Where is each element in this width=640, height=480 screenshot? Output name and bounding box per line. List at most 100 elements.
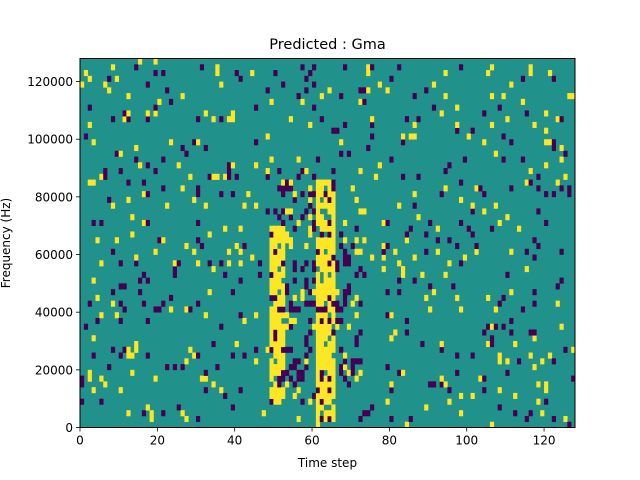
heatmap-cell-high bbox=[277, 283, 282, 290]
heatmap-cell-low bbox=[358, 415, 363, 423]
heatmap-cell-high bbox=[470, 392, 475, 399]
heatmap-cell-high bbox=[211, 116, 216, 123]
x-tick-label: 60 bbox=[304, 434, 319, 448]
heatmap-cell-high bbox=[277, 300, 282, 307]
heatmap-cell-high bbox=[277, 294, 282, 301]
heatmap-cell-high bbox=[199, 375, 205, 382]
heatmap-cell-high bbox=[381, 243, 386, 250]
heatmap-cell-high bbox=[528, 70, 533, 77]
heatmap-cell-low bbox=[203, 387, 208, 394]
heatmap-cell-low bbox=[288, 300, 293, 307]
heatmap-cell-low bbox=[304, 364, 309, 371]
heatmap-cell-high bbox=[277, 271, 282, 278]
heatmap-cell-low bbox=[339, 231, 344, 238]
heatmap-cell-low bbox=[509, 139, 514, 146]
heatmap-cell-high bbox=[319, 179, 324, 186]
heatmap-cell-high bbox=[308, 398, 313, 405]
heatmap-cell-low bbox=[312, 173, 317, 180]
heatmap-cell-high bbox=[211, 381, 216, 388]
heatmap-cell-low bbox=[238, 387, 243, 394]
heatmap-cell-high bbox=[319, 323, 324, 330]
heatmap-cell-high bbox=[439, 110, 444, 117]
heatmap-cell-low bbox=[277, 168, 282, 175]
heatmap-cell-high bbox=[331, 317, 336, 325]
heatmap-cell-high bbox=[277, 248, 282, 255]
heatmap-cell-low bbox=[196, 237, 201, 244]
heatmap-cell-high bbox=[331, 387, 336, 394]
heatmap-cell-high bbox=[114, 312, 119, 319]
heatmap-cell-low bbox=[269, 398, 274, 405]
heatmap-cell-low bbox=[323, 306, 328, 313]
heatmap-cell-low bbox=[269, 231, 274, 238]
heatmap-cell-high bbox=[547, 352, 553, 359]
heatmap-cell-low bbox=[196, 300, 201, 307]
heatmap-cell-low bbox=[455, 352, 460, 359]
heatmap-cell-low bbox=[230, 191, 235, 198]
heatmap-cell-low bbox=[161, 156, 166, 163]
heatmap-cell-low bbox=[118, 283, 123, 290]
heatmap-cell-high bbox=[234, 341, 239, 348]
heatmap-cell-high bbox=[300, 289, 305, 296]
heatmap-cell-low bbox=[532, 254, 537, 261]
heatmap-cell-low bbox=[107, 196, 112, 203]
heatmap-cell-low bbox=[362, 98, 367, 105]
heatmap-cell-low bbox=[312, 81, 317, 88]
heatmap-cell-low bbox=[331, 254, 336, 261]
heatmap-cell-high bbox=[292, 317, 297, 325]
heatmap-cell-high bbox=[400, 369, 406, 376]
heatmap-cell-high bbox=[315, 185, 321, 192]
heatmap-cell-low bbox=[335, 317, 340, 325]
heatmap-cell-high bbox=[165, 202, 170, 209]
heatmap-cell-low bbox=[366, 144, 371, 152]
heatmap-cell-high bbox=[342, 219, 348, 227]
heatmap-cell-low bbox=[300, 64, 305, 71]
heatmap-cell-high bbox=[528, 352, 533, 359]
heatmap-cell-high bbox=[292, 191, 297, 198]
heatmap-cell-high bbox=[269, 323, 274, 330]
heatmap-cell-high bbox=[103, 81, 108, 88]
heatmap-cell-low bbox=[172, 266, 177, 273]
heatmap-cell-high bbox=[180, 93, 185, 100]
heatmap-cell-high bbox=[358, 369, 363, 376]
heatmap-cell-high bbox=[277, 387, 282, 394]
heatmap-cell-high bbox=[288, 116, 293, 123]
heatmap-cell-high bbox=[389, 312, 394, 319]
heatmap-cell-high bbox=[323, 381, 328, 388]
heatmap-cell-low bbox=[281, 369, 286, 376]
heatmap-cell-high bbox=[331, 196, 336, 203]
heatmap-cell-low bbox=[470, 352, 475, 359]
heatmap-cell-high bbox=[126, 93, 131, 100]
heatmap-cell-low bbox=[281, 260, 286, 267]
heatmap-cell-high bbox=[273, 289, 278, 296]
heatmap-cell-low bbox=[431, 104, 437, 111]
heatmap-cell-high bbox=[207, 289, 212, 296]
heatmap-cell-low bbox=[482, 191, 487, 198]
heatmap-cell-high bbox=[87, 375, 92, 382]
heatmap-cell-high bbox=[315, 375, 321, 382]
heatmap-cell-low bbox=[389, 156, 394, 163]
heatmap-cell-high bbox=[238, 260, 243, 267]
heatmap-cell-high bbox=[242, 202, 247, 209]
heatmap-cell-high bbox=[269, 283, 274, 290]
heatmap-cell-high bbox=[489, 323, 495, 330]
heatmap-cell-high bbox=[501, 93, 506, 100]
heatmap-cell-high bbox=[110, 64, 116, 71]
y-axis-ticks: 0 20000 40000 60000 80000 100000 120000 bbox=[27, 75, 80, 435]
heatmap-cell-low bbox=[331, 329, 336, 336]
heatmap-cell-low bbox=[292, 381, 297, 388]
heatmap-cell-low bbox=[327, 219, 332, 227]
heatmap-cell-high bbox=[319, 358, 324, 365]
heatmap-cell-low bbox=[277, 375, 282, 382]
heatmap-cell-high bbox=[331, 191, 336, 198]
heatmap-cell-high bbox=[288, 237, 293, 244]
heatmap-cell-high bbox=[319, 254, 324, 261]
heatmap-cell-low bbox=[107, 75, 112, 82]
heatmap-cell-high bbox=[114, 237, 119, 244]
heatmap-cell-high bbox=[431, 81, 437, 88]
heatmap-cell-high bbox=[358, 168, 363, 175]
heatmap-cell-high bbox=[315, 277, 321, 284]
heatmap-cell-high bbox=[254, 162, 259, 169]
heatmap-cell-high bbox=[366, 70, 371, 77]
heatmap-cell-high bbox=[219, 387, 224, 394]
heatmap-cell-low bbox=[551, 144, 556, 152]
